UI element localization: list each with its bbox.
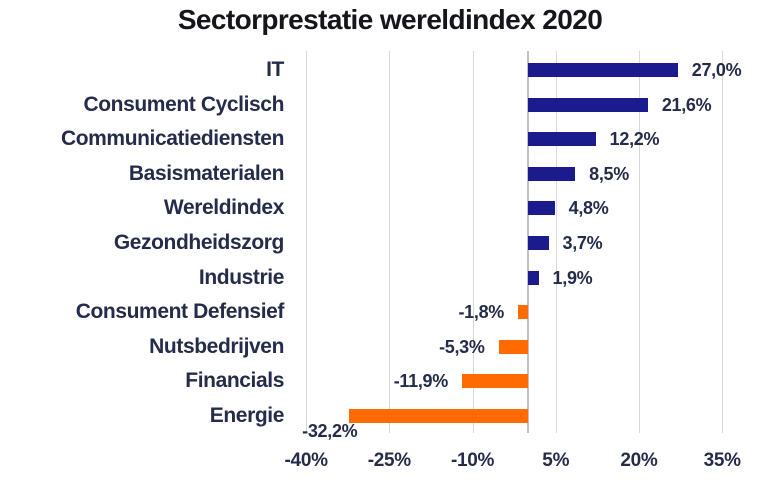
bar-nutsbedrijven xyxy=(498,339,528,354)
category-label-nutsbedrijven: Nutsbedrijven xyxy=(149,334,284,358)
bar-energie xyxy=(349,409,528,423)
x-axis-tick-label: 35% xyxy=(703,450,741,471)
x-axis-tick-label: 20% xyxy=(620,450,658,471)
category-label-wereldindex: Wereldindex xyxy=(163,196,284,220)
category-label-industrie: Industrie xyxy=(198,265,284,289)
category-label-communicatiediensten: Communicatiediensten xyxy=(60,127,284,151)
category-label-gezondheidszorg: Gezondheidszorg xyxy=(113,231,285,254)
bar-communicatiediensten xyxy=(528,132,596,147)
category-label-energie: Energie xyxy=(209,404,285,427)
gridline xyxy=(638,51,640,433)
bar-basismaterialen xyxy=(528,166,576,181)
value-label-financials: -11,9% xyxy=(393,371,449,392)
category-label-it: IT xyxy=(266,58,284,81)
gridline xyxy=(472,51,474,433)
category-label-basismaterialen: Basismaterialen xyxy=(128,161,284,185)
value-label-it: 27,0% xyxy=(691,60,742,80)
bar-wereldindex xyxy=(528,201,555,216)
bar-consument-defensief xyxy=(518,305,528,320)
x-axis-tick-label: -40% xyxy=(284,450,328,471)
bar-consument-cyclisch xyxy=(528,97,648,112)
bar-industrie xyxy=(528,270,539,285)
gridline xyxy=(555,51,557,433)
bar-financials xyxy=(461,374,528,389)
category-label-financials: Financials xyxy=(185,369,284,393)
chart-title: Sectorprestatie wereldindex 2020 xyxy=(177,4,603,35)
x-axis-tick-label: 5% xyxy=(542,450,570,471)
value-label-gezondheidszorg: 3,7% xyxy=(562,233,603,253)
category-label-consument-cyclisch: Consument Cyclisch xyxy=(83,92,284,116)
gridline xyxy=(306,51,308,433)
gridline xyxy=(722,51,724,433)
value-label-basismaterialen: 8,5% xyxy=(589,163,629,184)
gridline xyxy=(389,51,391,433)
value-label-consument-cyclisch: 21,6% xyxy=(661,94,712,115)
bar-gezondheidszorg xyxy=(528,236,549,250)
value-label-nutsbedrijven: -5,3% xyxy=(439,336,485,357)
bar-it xyxy=(528,63,678,77)
value-label-energie: -32,2% xyxy=(302,421,358,441)
x-axis-tick-label: -25% xyxy=(367,450,411,471)
value-label-industrie: 1,9% xyxy=(552,267,593,288)
category-label-consument-defensief: Consument Defensief xyxy=(75,300,285,324)
value-label-consument-defensief: -1,8% xyxy=(458,302,504,323)
value-label-communicatiediensten: 12,2% xyxy=(609,129,660,150)
x-axis-tick-label: -10% xyxy=(450,450,495,471)
value-label-wereldindex: 4,8% xyxy=(568,198,609,219)
